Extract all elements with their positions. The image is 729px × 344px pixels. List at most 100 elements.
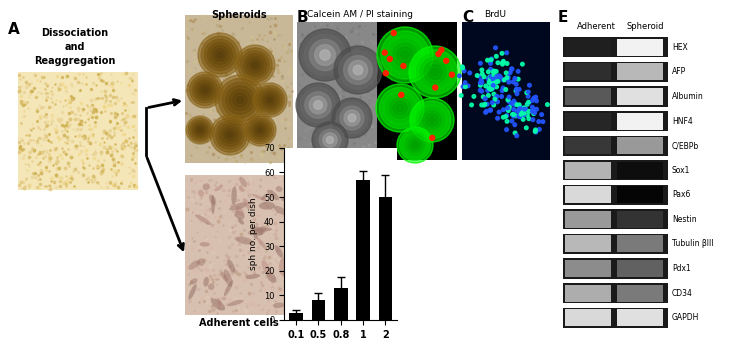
Circle shape [519,106,523,109]
Text: Adherent cells: Adherent cells [199,318,279,328]
Ellipse shape [276,186,283,192]
Circle shape [500,52,504,55]
Circle shape [492,73,496,77]
Circle shape [296,83,340,127]
Circle shape [507,109,510,112]
Circle shape [210,115,250,155]
Circle shape [204,39,235,71]
Text: Adherent: Adherent [577,22,615,31]
Ellipse shape [262,260,272,277]
Circle shape [518,87,521,91]
Ellipse shape [243,198,250,209]
Circle shape [382,50,387,55]
Circle shape [491,80,495,84]
Circle shape [507,80,511,84]
Text: CD34: CD34 [672,289,693,298]
Circle shape [505,51,508,55]
Text: A: A [8,22,20,37]
Circle shape [488,108,492,112]
Ellipse shape [279,258,286,275]
Circle shape [190,120,210,140]
Circle shape [501,62,504,66]
Circle shape [497,74,501,78]
Circle shape [235,45,275,85]
Circle shape [299,29,351,81]
Circle shape [534,130,537,133]
Ellipse shape [220,271,227,282]
Bar [617,186,663,203]
Ellipse shape [208,283,214,290]
Bar [563,234,668,254]
Circle shape [524,126,528,130]
Circle shape [410,140,420,150]
Circle shape [439,47,444,52]
Circle shape [494,46,497,50]
Circle shape [491,101,494,104]
Ellipse shape [259,202,276,210]
Circle shape [399,92,404,97]
Circle shape [502,86,505,90]
Circle shape [246,116,273,144]
Bar [617,284,663,302]
Circle shape [486,103,489,106]
Circle shape [468,71,472,75]
Bar [563,160,668,180]
Circle shape [510,67,514,71]
Circle shape [201,36,239,74]
Circle shape [494,75,497,78]
Circle shape [397,47,413,63]
Circle shape [462,69,466,73]
Circle shape [423,110,442,129]
Circle shape [222,82,258,118]
Circle shape [399,130,430,160]
Circle shape [461,85,465,88]
Ellipse shape [229,202,248,211]
Circle shape [255,126,265,135]
Circle shape [488,77,492,80]
Bar [563,111,668,131]
Circle shape [512,115,515,118]
Circle shape [469,103,473,107]
Circle shape [516,69,520,73]
Circle shape [489,75,493,78]
Circle shape [514,89,518,93]
Circle shape [505,119,509,123]
Ellipse shape [231,186,237,205]
Circle shape [513,102,517,106]
Ellipse shape [209,194,217,205]
Bar [312,300,325,320]
Circle shape [268,98,273,103]
Circle shape [534,130,538,134]
Ellipse shape [257,230,264,236]
Circle shape [502,78,505,82]
Circle shape [494,80,498,84]
Bar [617,137,663,154]
Circle shape [518,115,521,118]
Circle shape [527,100,530,104]
Circle shape [489,88,493,91]
Circle shape [409,46,461,98]
Circle shape [477,74,480,78]
Circle shape [255,85,284,115]
Circle shape [312,122,348,158]
Circle shape [429,135,434,140]
Circle shape [188,118,212,142]
Circle shape [499,75,502,79]
Circle shape [522,111,526,115]
Circle shape [518,107,521,110]
Circle shape [472,95,476,98]
Circle shape [416,104,448,136]
Circle shape [483,75,486,78]
Bar [563,86,668,107]
Circle shape [315,45,335,65]
Circle shape [381,31,429,79]
Circle shape [491,71,495,74]
Circle shape [497,75,501,78]
Circle shape [515,109,519,113]
Ellipse shape [195,214,211,225]
Circle shape [513,123,517,127]
Circle shape [526,90,530,94]
Circle shape [489,58,493,62]
Circle shape [467,84,470,88]
Circle shape [488,79,492,83]
